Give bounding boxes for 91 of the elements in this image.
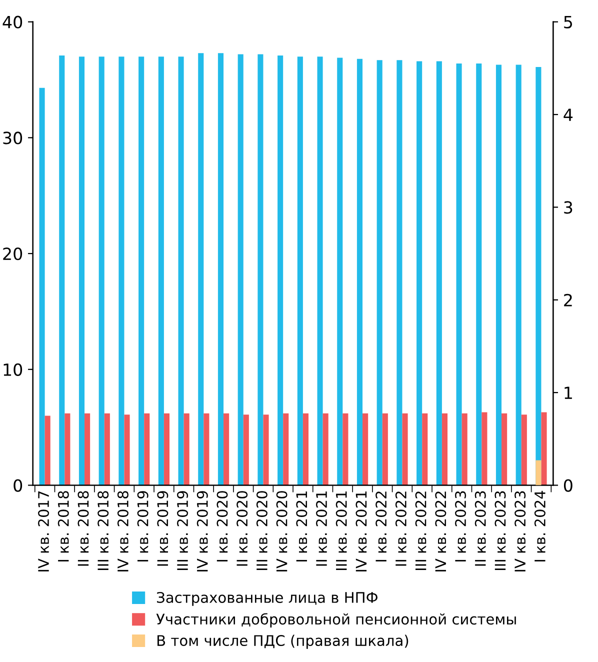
legend-label: Застрахованные лица в НПФ [157, 592, 378, 606]
x-tick-label: III кв. 2022 [415, 492, 426, 570]
x-tick-label: I кв. 2021 [296, 491, 308, 562]
x-tick-label: IV кв. 2019 [196, 491, 208, 572]
bar [278, 55, 284, 486]
x-tick-label: I кв. 2019 [137, 491, 148, 562]
x-tick-label: II кв. 2018 [78, 491, 89, 566]
x-tick-label: I кв. 2020 [216, 491, 228, 562]
x-tick-label: IV кв. 2022 [435, 492, 446, 572]
y2-tick-label: 4 [564, 108, 573, 121]
bar [124, 414, 130, 486]
y-tick-label: 40 [2, 16, 22, 28]
bar [476, 64, 482, 486]
x-tick-label: III кв. 2019 [177, 491, 188, 570]
x-tick-label: III кв. 2020 [256, 491, 268, 570]
bar [356, 58, 363, 486]
y2-tick-label: 2 [564, 294, 572, 306]
bar [243, 414, 249, 486]
bar [78, 56, 85, 486]
bar [456, 64, 462, 486]
x-tick-label: IV кв. 2023 [514, 491, 526, 572]
y2-tick-label: 0 [564, 479, 572, 492]
legend-label: Участники добровольной пенсионной системы [156, 613, 516, 628]
bar [39, 88, 45, 486]
bar [258, 54, 264, 486]
bar [382, 413, 388, 486]
bar [462, 413, 468, 486]
x-tick-label: II кв. 2019 [157, 491, 168, 566]
bar [59, 55, 65, 486]
bar [342, 413, 348, 486]
bar [84, 413, 90, 486]
bar [297, 56, 303, 486]
bar [416, 61, 422, 486]
x-tick-label: III кв. 2021 [336, 491, 347, 570]
x-tick-label: IV кв. 2018 [117, 491, 128, 572]
bar [98, 56, 104, 486]
bar [302, 413, 309, 486]
y2-tick-label: 3 [564, 201, 572, 214]
bar [138, 56, 144, 486]
bar [104, 413, 110, 486]
bar [402, 413, 408, 486]
x-tick-label: II кв. 2020 [236, 491, 248, 566]
legend-label: В том числе ПДС (правая шкала) [157, 634, 408, 649]
x-tick-label: I кв. 2023 [455, 491, 466, 562]
bar [516, 64, 522, 486]
x-tick-label: I кв. 2018 [58, 491, 69, 562]
bar [376, 60, 382, 486]
x-tick-label: IV кв. 2017 [38, 491, 50, 572]
x-tick-label: II кв. 2022 [395, 492, 406, 566]
x-tick-label: I кв. 2022 [376, 492, 387, 562]
bar [436, 61, 442, 486]
bar [322, 413, 328, 486]
bar [218, 53, 224, 486]
bar [178, 56, 184, 486]
bar [263, 414, 269, 486]
bar [238, 54, 244, 486]
bar [118, 56, 124, 486]
x-tick-label: I кв. 2024 [534, 490, 546, 562]
bar [184, 413, 190, 486]
bar [541, 412, 547, 486]
y-tick-label: 20 [3, 248, 22, 260]
x-tick-label: III кв. 2018 [98, 491, 109, 570]
bar [164, 413, 170, 486]
bar [422, 413, 428, 486]
bar [496, 64, 502, 486]
y-tick-label: 0 [14, 479, 22, 492]
bar [283, 413, 289, 486]
bar [198, 53, 204, 486]
bar [44, 416, 50, 486]
bar [396, 60, 402, 486]
y-tick-label: 10 [4, 363, 22, 376]
bar [224, 413, 230, 486]
bar [337, 58, 343, 486]
y-tick-label: 30 [3, 132, 22, 144]
bar [502, 413, 508, 486]
bar [362, 413, 368, 486]
bar [158, 56, 164, 486]
bar [442, 413, 448, 486]
bar [204, 413, 210, 486]
bar [521, 414, 527, 486]
x-tick-label: IV кв. 2020 [276, 491, 288, 572]
y2-tick-label: 5 [564, 16, 572, 28]
bar [482, 412, 488, 486]
y2-tick-label: 1 [564, 386, 572, 399]
bar [64, 413, 70, 486]
bar [144, 413, 150, 486]
bar [317, 56, 323, 486]
x-tick-label: II кв. 2021 [316, 491, 328, 566]
x-tick-label: IV кв. 2021 [356, 491, 367, 572]
x-tick-label: III кв. 2023 [494, 491, 506, 570]
x-tick-label: II кв. 2023 [474, 491, 486, 566]
